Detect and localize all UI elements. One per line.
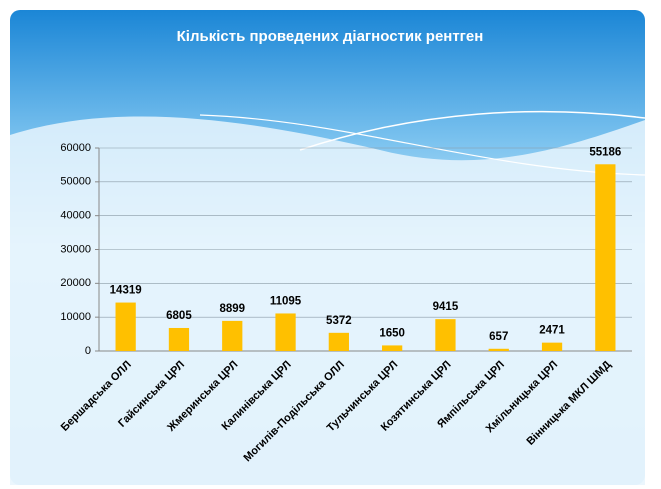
y-tick-label: 10000 [60,311,91,323]
data-label: 2471 [539,325,565,337]
y-tick-label: 50000 [60,176,91,188]
bar [595,164,616,351]
bar [382,345,403,351]
data-label: 11095 [270,295,302,307]
bar [222,320,243,351]
bar [275,313,296,351]
bar [115,302,136,351]
wave-line [199,114,646,176]
wave [10,116,645,485]
data-label: 8899 [219,303,245,315]
data-label: 55186 [589,146,621,158]
data-label: 9415 [433,301,459,313]
y-tick-label: 0 [85,345,91,357]
data-label: 14319 [110,285,142,297]
y-tick-label: 20000 [60,277,91,289]
bar [328,332,349,351]
bar [168,327,190,351]
y-tick-label: 30000 [60,243,91,255]
data-label: 5372 [326,315,352,327]
data-label: 6805 [166,310,192,322]
chart-title: Кількість проведених діагностик рентген [177,28,484,45]
bar [435,319,456,351]
bar [541,342,563,351]
data-label: 1650 [379,327,405,339]
data-label: 657 [489,331,508,343]
y-tick-label: 60000 [60,142,91,154]
y-tick-label: 40000 [60,210,91,222]
wave-line [299,110,646,151]
bar [488,348,509,351]
